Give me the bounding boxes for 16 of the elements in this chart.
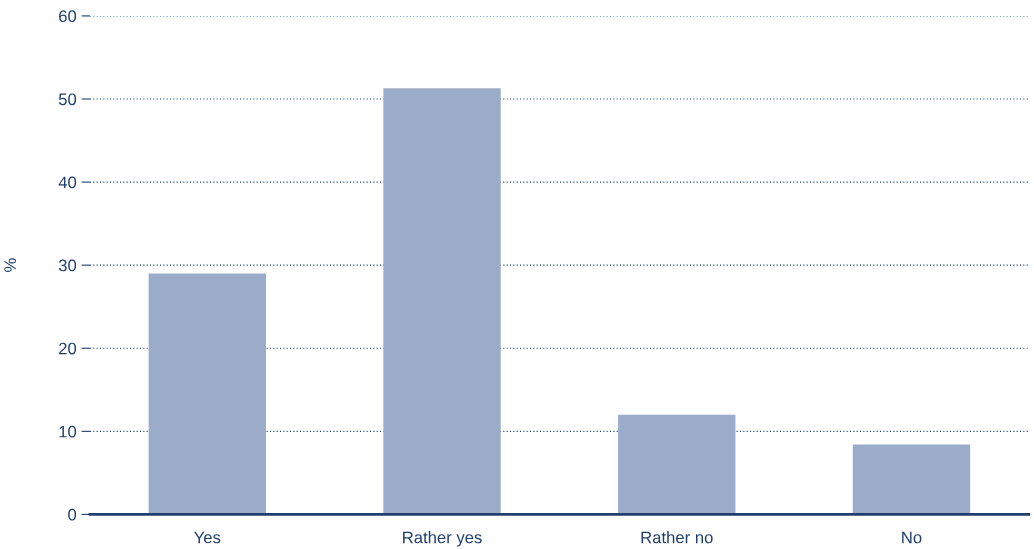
bar [383,88,501,515]
y-tick-label: 30 [58,259,77,272]
y-axis-title: % [4,258,16,272]
y-tick-label: 60 [59,10,77,23]
bar [618,414,736,515]
x-tick-label: No [902,531,922,544]
bar [852,444,971,515]
y-tick-label: 20 [59,342,77,355]
bar [148,273,266,515]
y-tick-label: 0 [68,508,77,521]
y-tick-label: 10 [59,425,77,438]
x-tick-label: Yes [194,531,221,544]
y-tick-label: 50 [58,93,77,106]
y-tick-label: 40 [58,176,77,189]
x-tick-label: Rather yes [403,531,482,547]
x-tick-label: Rather no [641,531,713,544]
